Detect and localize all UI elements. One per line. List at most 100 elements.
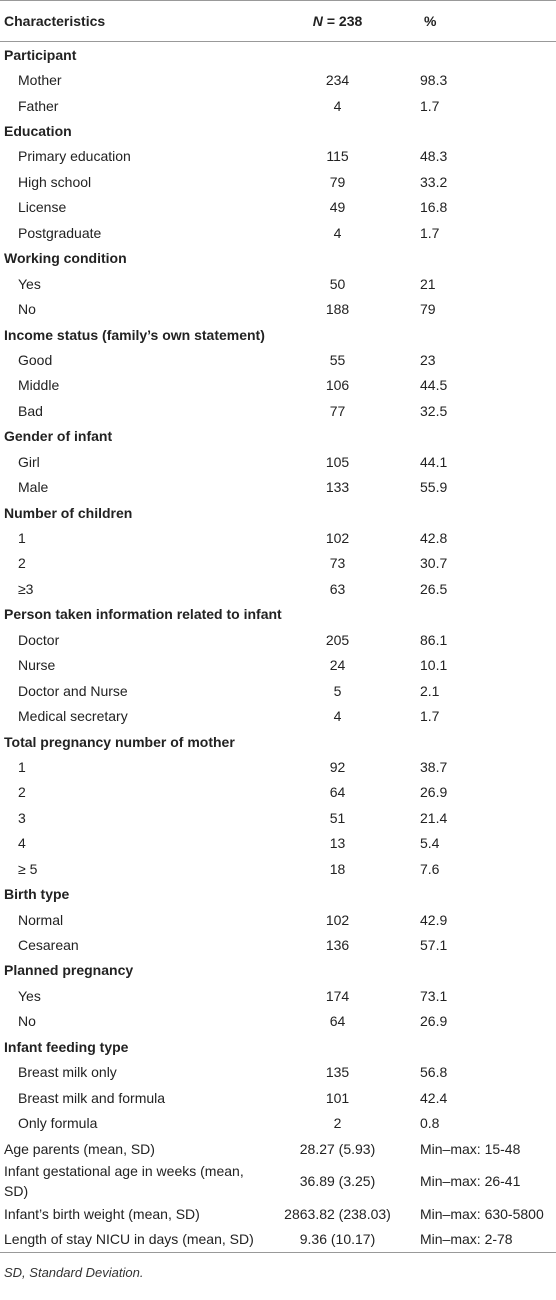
label-cell: No (18, 1013, 36, 1030)
stat-row: Infant’s birth weight (mean, SD) 2863.82 … (0, 1201, 556, 1226)
item-row: Middle 106 44.5 (0, 373, 556, 398)
label-cell: Good (18, 351, 53, 368)
label-cell: 1 (18, 758, 26, 775)
item-row: Nurse 24 10.1 (0, 653, 556, 678)
label-cell: Breast milk only (18, 1064, 117, 1081)
section-row: Working condition (0, 246, 556, 271)
count-cell: 64 (329, 1013, 346, 1030)
item-row: Breast milk and formula 101 42.4 (0, 1085, 556, 1110)
item-row: Yes 174 73.1 (0, 983, 556, 1008)
label-cell: Primary education (18, 148, 131, 165)
header-cell: Characteristics (0, 0, 255, 42)
label-cell: Bad (18, 402, 43, 419)
stat-row: Length of stay NICU in days (mean, SD) 9.… (0, 1227, 556, 1253)
percent-cell: 79 (420, 301, 436, 318)
label-cell: Male (18, 479, 49, 496)
count-cell: 49 (329, 199, 346, 216)
section-row: Income status (family’s own statement) (0, 322, 556, 347)
label-cell: 1 (18, 530, 26, 547)
percent-cell: 26.5 (420, 580, 448, 597)
label-cell: 2 (18, 555, 26, 572)
count-cell: 36.89 (3.25) (299, 1173, 376, 1190)
count-cell: 2863.82 (238.03) (284, 1205, 391, 1222)
count-cell: 4 (333, 224, 342, 241)
count-cell: 234 (325, 72, 350, 89)
label-cell: Doctor and Nurse (18, 682, 128, 699)
item-row: High school 79 33.2 (0, 169, 556, 194)
count-cell: 136 (325, 937, 350, 954)
count-cell: 102 (325, 911, 350, 928)
percent-cell: 10.1 (420, 657, 448, 674)
header-n-value: = 238 (326, 13, 363, 29)
stat-row: Age parents (mean, SD) 28.27 (5.93) Min–ma… (0, 1136, 556, 1161)
item-row: 1 102 42.8 (0, 525, 556, 550)
label-cell: Gender of infant (4, 428, 113, 445)
percent-cell: 98.3 (420, 72, 448, 89)
section-row: Education (0, 118, 556, 143)
percent-cell: 56.8 (420, 1064, 448, 1081)
percent-cell: 7.6 (420, 860, 440, 877)
stat-row: Infant gestational age in weeks (mean, S… (0, 1161, 556, 1201)
label-cell: Length of stay NICU in days (mean, SD) (4, 1231, 254, 1248)
label-cell: Cesarean (18, 937, 79, 954)
percent-cell: 44.5 (420, 377, 448, 394)
percent-cell: 1.7 (420, 224, 440, 241)
label-cell: Postgraduate (18, 224, 102, 241)
item-row: 3 51 21.4 (0, 805, 556, 830)
section-row: Person taken information related to infa… (0, 602, 556, 627)
label-cell: Participant (4, 46, 77, 63)
count-cell: 77 (329, 402, 346, 419)
percent-cell: 33.2 (420, 173, 448, 190)
percent-cell: 21 (420, 275, 436, 292)
label-cell: Nurse (18, 657, 56, 674)
label-cell: Normal (18, 911, 64, 928)
item-row: Father 4 1.7 (0, 93, 556, 118)
count-cell: 135 (325, 1064, 350, 1081)
item-row: 2 73 30.7 (0, 551, 556, 576)
footnote: SD, Standard Deviation. (4, 1265, 144, 1281)
section-row: Planned pregnancy (0, 958, 556, 983)
label-cell: Infant feeding type (4, 1038, 129, 1055)
label-cell: Planned pregnancy (4, 962, 134, 979)
label-cell: Mother (18, 72, 62, 89)
label-cell: Infant gestational age in weeks (mean, S… (4, 1163, 244, 1200)
count-cell: 101 (325, 1089, 350, 1106)
count-cell: 133 (325, 479, 350, 496)
section-row: Gender of infant (0, 424, 556, 449)
item-row: 4 13 5.4 (0, 831, 556, 856)
item-row: Only formula 2 0.8 (0, 1110, 556, 1135)
section-row: Total pregnancy number of mother (0, 729, 556, 754)
percent-cell: 21.4 (420, 809, 448, 826)
percent-cell: 26.9 (420, 784, 448, 801)
header-cell: % (420, 0, 556, 42)
percent-cell: 2.1 (420, 682, 440, 699)
count-cell: 18 (329, 860, 346, 877)
percent-cell: Min–max: 630-5800 (420, 1205, 544, 1222)
count-cell: 102 (325, 530, 350, 547)
percent-cell: 44.1 (420, 453, 448, 470)
count-cell: 188 (325, 301, 350, 318)
item-row: Yes 50 21 (0, 271, 556, 296)
percent-cell: 38.7 (420, 758, 448, 775)
section-row: Birth type (0, 881, 556, 906)
count-cell: 28.27 (5.93) (299, 1140, 376, 1157)
label-cell: Working condition (4, 250, 127, 267)
label-cell: No (18, 301, 36, 318)
section-row: Infant feeding type (0, 1034, 556, 1059)
percent-cell: 32.5 (420, 402, 448, 419)
count-cell: 63 (329, 580, 346, 597)
item-row: License 49 16.8 (0, 195, 556, 220)
percent-cell: 30.7 (420, 555, 448, 572)
percent-cell: 16.8 (420, 199, 448, 216)
item-row: ≥3 63 26.5 (0, 576, 556, 601)
item-row: No 64 26.9 (0, 1009, 556, 1034)
percent-cell: Min–max: 2-78 (420, 1231, 513, 1248)
label-cell: Infant’s birth weight (mean, SD) (4, 1205, 200, 1222)
count-cell: 55 (329, 351, 346, 368)
label-cell: 2 (18, 784, 26, 801)
item-row: 2 64 26.9 (0, 780, 556, 805)
percent-cell: 55.9 (420, 479, 448, 496)
percent-cell: 23 (420, 351, 436, 368)
percent-cell: Min–max: 15-48 (420, 1140, 521, 1157)
